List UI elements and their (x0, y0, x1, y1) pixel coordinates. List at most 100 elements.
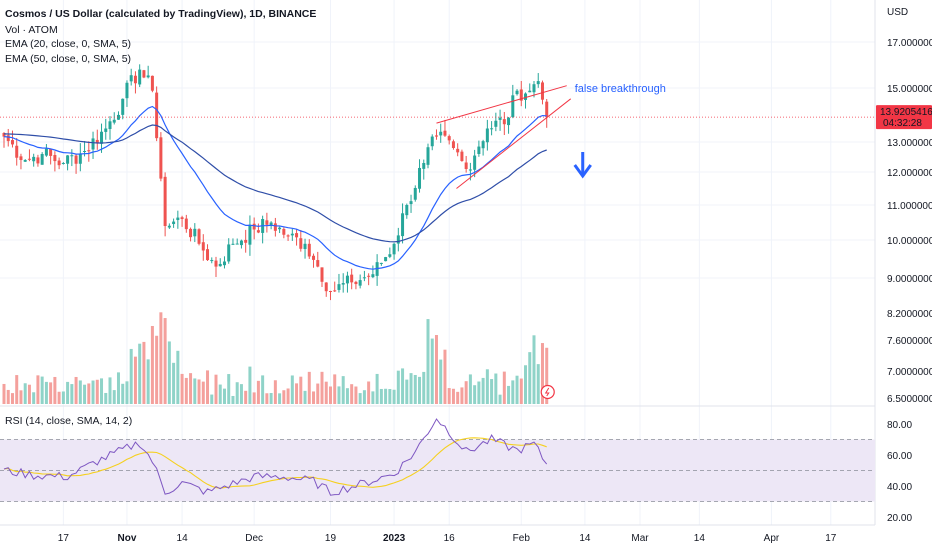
flash-icon-ring (540, 384, 555, 400)
volume-bar (362, 390, 366, 404)
candle-body (6, 135, 10, 142)
volume-bar (125, 381, 129, 404)
volume-bar (83, 384, 87, 404)
candle-body (142, 70, 146, 78)
volume-bar (70, 384, 74, 404)
candle-body (40, 154, 44, 165)
volume-bar (261, 375, 265, 404)
candle-body (201, 242, 205, 251)
volume-bar (371, 391, 375, 404)
candle-body (222, 261, 226, 266)
down-arrow-icon[interactable] (573, 152, 592, 179)
time-tick-label: Apr (764, 533, 780, 544)
rsi-axis[interactable]: 80.00 60.00 40.00 20.00 (887, 420, 912, 524)
volume-bar (320, 371, 324, 404)
volume-bar (367, 381, 371, 404)
volume-bar (23, 383, 27, 404)
volume-bar (439, 359, 443, 404)
candle-body (540, 82, 544, 100)
volume-bar (248, 366, 252, 404)
rsi-levels (0, 439, 875, 502)
candle-body (307, 243, 311, 257)
candle-body (519, 89, 523, 101)
volume-bar (460, 387, 464, 404)
time-axis[interactable]: 17 Nov 14 Dec 19 2023 16 Feb 14 Mar 14 Apr 17 (58, 533, 837, 544)
candle-body (70, 155, 74, 157)
rsi-legend[interactable]: RSI (14, close, SMA, 14, 2) (5, 415, 133, 427)
candle-body (239, 240, 243, 246)
ema50-legend[interactable]: EMA (50, close, 0, SMA, 5) (5, 53, 132, 65)
candle-body (133, 75, 137, 84)
volume-bar (333, 374, 337, 404)
candle-body (19, 156, 23, 161)
volume-bar (180, 373, 184, 404)
volume-bar (524, 365, 528, 404)
volume-bar (502, 371, 506, 404)
candle-body (362, 277, 366, 279)
volume-bar (184, 377, 188, 404)
candle-body (218, 263, 222, 267)
candle-body (44, 148, 48, 156)
candle-body (116, 114, 120, 120)
candle-body (316, 260, 320, 267)
flash-icon-bolt (544, 387, 550, 397)
volume-bar (494, 373, 498, 404)
volume-bar (528, 352, 532, 404)
volume-bar (206, 370, 210, 404)
candle-body (286, 235, 290, 237)
volume-bar (2, 383, 6, 404)
trend-drawings[interactable] (436, 85, 572, 189)
candle-body (485, 128, 489, 143)
annotation-false-breakthrough[interactable]: false breakthrough (575, 83, 666, 95)
volume-bar (345, 388, 349, 404)
rsi-ma-line (3, 437, 547, 489)
volume-bar (316, 383, 320, 404)
volume-bar (384, 388, 388, 404)
volume-bar (116, 372, 120, 404)
price-tick-label: 11.0000000 (887, 201, 932, 212)
candle-body (443, 130, 447, 136)
candle-body (422, 163, 426, 169)
candle-body (468, 169, 472, 171)
price-tick-label: 6.5000000 (887, 394, 932, 405)
price-axis[interactable]: USD 17.0000000 15.0000000 13.0000000 12.0000… (887, 7, 932, 405)
volume-bar (104, 392, 108, 404)
candle-body (104, 128, 108, 132)
flash-icon[interactable] (540, 384, 555, 400)
time-tick-label: 14 (694, 533, 706, 544)
candle-body (49, 149, 53, 156)
candle-body (515, 90, 519, 95)
candle-body (167, 225, 171, 228)
candle-body (10, 140, 14, 145)
ema20-legend[interactable]: EMA (20, close, 0, SMA, 5) (5, 38, 132, 50)
volume-bar (49, 382, 53, 404)
time-tick-label: 14 (579, 533, 591, 544)
volume-bar (511, 380, 515, 404)
candle-body (405, 205, 409, 216)
volume-bar (490, 379, 494, 404)
candle-body (371, 274, 375, 278)
volume-bar (379, 388, 383, 404)
volume-legend[interactable]: Vol · ATOM (5, 24, 58, 36)
candle-body (456, 148, 460, 153)
candle-body (388, 254, 392, 257)
volume-bar (303, 390, 307, 404)
volume-bar (256, 380, 260, 404)
price-tag-bg (876, 105, 932, 130)
candle-body (502, 119, 506, 125)
volume-bar (40, 376, 44, 404)
symbol-title[interactable]: Cosmos / US Dollar (calculated by Tradin… (5, 8, 317, 20)
candle-body (392, 243, 396, 255)
candle-body (53, 155, 57, 162)
candle-body (210, 260, 214, 262)
candle-body (87, 150, 91, 152)
time-tick-label: Dec (245, 533, 263, 544)
volume-bar (172, 362, 176, 404)
price-tick-label: 17.0000000 (887, 38, 932, 49)
candle-body (91, 138, 95, 150)
time-tick-label: 2023 (383, 533, 406, 544)
candle-body (248, 224, 252, 245)
candle-body (511, 95, 515, 118)
